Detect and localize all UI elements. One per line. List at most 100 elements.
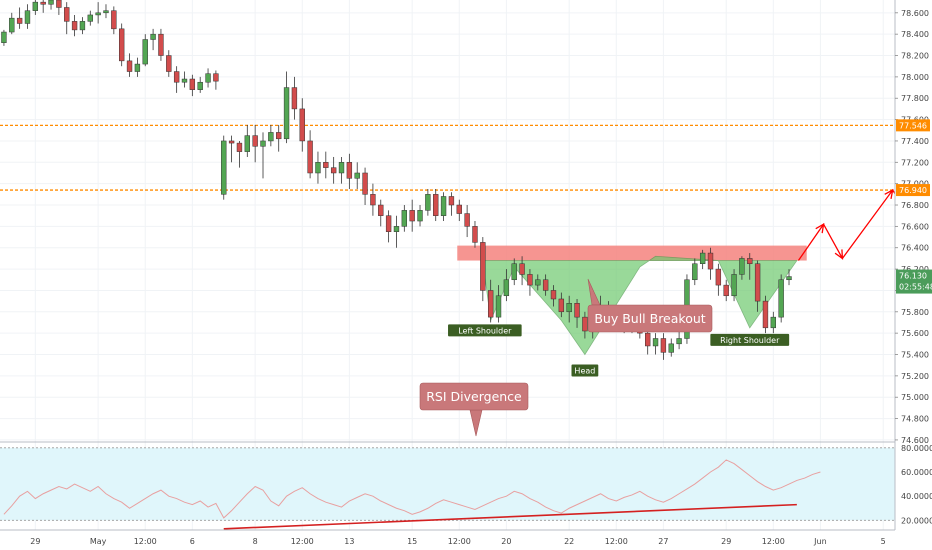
last-price-tag-bg <box>896 269 932 294</box>
candle-body <box>95 12 101 16</box>
time-tick-label: 5 <box>881 537 886 546</box>
price-axis: 78.60078.40078.20078.00077.80077.60077.4… <box>894 0 932 530</box>
candle-body <box>252 135 258 147</box>
callout-box <box>587 304 713 333</box>
rsi-tick-label: 20.0000 <box>901 516 932 525</box>
time-tick-label: 12:00 <box>291 537 314 546</box>
candle-body <box>1 31 7 43</box>
candle-body <box>40 1 46 5</box>
candle-body <box>111 10 117 30</box>
candle-body <box>433 194 439 216</box>
candle-body <box>16 17 23 24</box>
price-tick-label: 75.800 <box>901 308 929 317</box>
candle-body <box>221 140 227 195</box>
arrow-head <box>815 223 825 234</box>
candle-body <box>503 279 510 297</box>
price-tick-label: 77.400 <box>901 137 929 146</box>
candle-body <box>480 242 486 291</box>
candle-body <box>166 55 172 72</box>
candle-body <box>487 290 494 318</box>
candle-body <box>542 279 549 291</box>
candle-body <box>173 71 180 83</box>
price-tick-label: 78.200 <box>901 52 929 61</box>
candle-body <box>385 215 392 232</box>
callout-buy-bull-breakout: Buy Bull Breakout <box>594 311 705 326</box>
price-tick-label: 75.200 <box>901 372 929 381</box>
resistance-zone <box>457 245 807 261</box>
price-tick-label: 78.400 <box>901 30 929 39</box>
rsi-trendline <box>223 503 797 530</box>
candle-body <box>699 252 706 264</box>
candle-body <box>126 60 133 72</box>
candle-body <box>558 298 565 313</box>
candle-body <box>119 28 125 62</box>
candle-body <box>236 142 243 152</box>
candle-body <box>754 263 761 302</box>
candle-body <box>519 263 525 275</box>
resistance-zone-rect <box>457 245 807 261</box>
candle-body <box>362 172 368 195</box>
candle-body <box>142 39 148 65</box>
level-tag-bg <box>896 184 930 197</box>
candle-body <box>660 338 667 353</box>
candle-body <box>692 263 698 281</box>
candle-body <box>189 78 196 90</box>
candle-body <box>731 274 737 297</box>
time-tick-label: 29 <box>721 537 731 546</box>
candle-body <box>393 226 400 232</box>
candle-body <box>535 279 541 286</box>
price-tick-label: 76.600 <box>901 222 929 231</box>
pattern-label: Left Shoulder <box>458 326 512 335</box>
callout-pointer <box>469 409 483 437</box>
candle-body <box>244 135 250 152</box>
candle-body <box>181 78 188 83</box>
candle-body <box>150 33 156 40</box>
candle-body <box>197 81 203 90</box>
candle-body <box>652 338 659 347</box>
candle-body <box>574 303 580 318</box>
candle-body <box>71 21 78 31</box>
time-tick-label: 27 <box>658 537 668 546</box>
candle-body <box>456 204 462 214</box>
candle-body <box>103 10 109 14</box>
rsi-tick-label: 60.0000 <box>901 468 932 477</box>
time-tick-label: 8 <box>253 537 258 546</box>
candle-body <box>378 204 384 216</box>
countdown-label: 02:55:48 <box>899 283 932 292</box>
candle-body <box>213 73 219 82</box>
arrow-head <box>834 249 844 260</box>
price-tick-label: 75.600 <box>901 329 929 338</box>
price-tick-label: 76.400 <box>901 244 929 253</box>
candle-body <box>354 172 360 179</box>
candle-body <box>582 316 588 332</box>
candle-body <box>715 268 722 286</box>
candle-body <box>158 33 164 56</box>
candle-body <box>566 303 572 313</box>
candle-body <box>723 284 729 297</box>
rsi-tick-label: 40.0000 <box>901 492 932 501</box>
candle-body <box>425 194 431 211</box>
candle-body <box>417 210 423 222</box>
time-tick-label: 22 <box>564 537 574 546</box>
candle-body <box>323 162 329 168</box>
price-tick-label: 78.600 <box>901 9 929 18</box>
pattern-label: Right Shoulder <box>720 336 780 345</box>
rsi-panel <box>0 441 932 530</box>
candle-body <box>346 162 353 179</box>
callout-rsi-divergence: RSI Divergence <box>426 389 522 404</box>
time-tick-label: Jun <box>813 537 827 546</box>
level-tag-bg <box>896 119 930 132</box>
horizontal-levels <box>0 124 895 191</box>
projection-path <box>797 188 932 261</box>
candle-body <box>315 162 321 174</box>
candle-body <box>676 338 682 345</box>
time-tick-label: May <box>90 537 107 546</box>
candle-body <box>778 279 784 318</box>
candle-body <box>9 17 15 33</box>
candle-body <box>276 132 282 140</box>
candle-body <box>205 73 211 83</box>
callouts: Buy Bull Breakout RSI Divergence <box>419 278 713 437</box>
candle-body <box>56 0 62 8</box>
candle-body <box>330 167 337 174</box>
